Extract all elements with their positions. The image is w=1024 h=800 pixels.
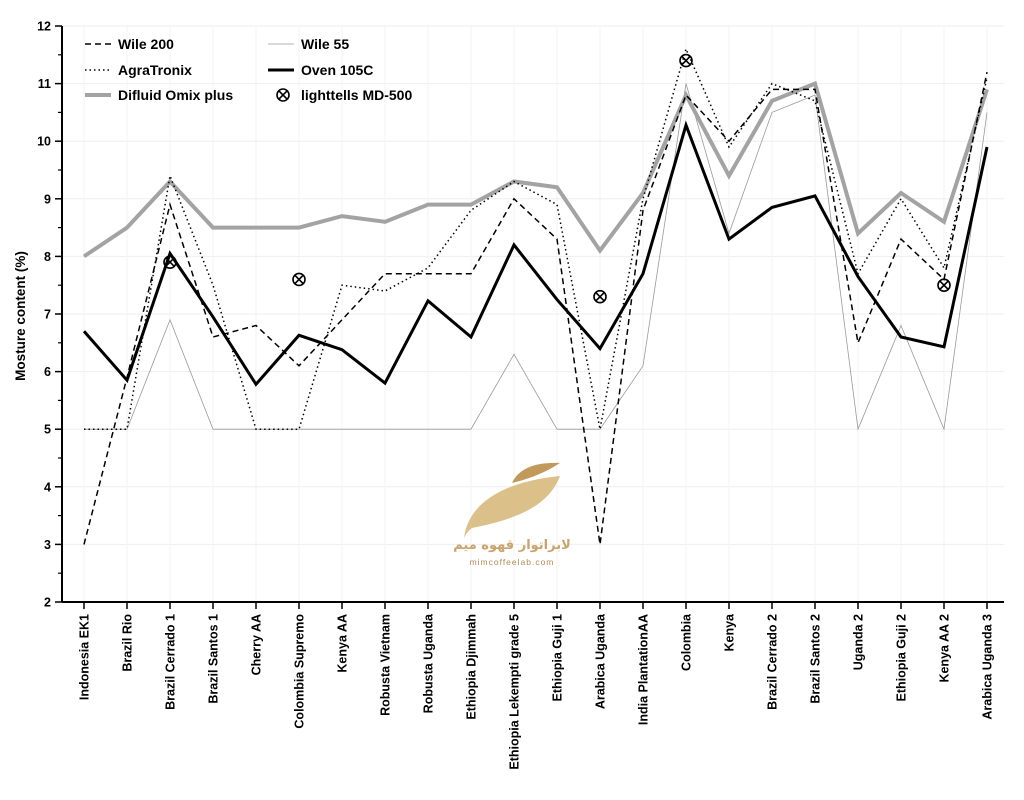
x-tick-label: Ethiopia Djimmah: [465, 614, 479, 720]
series-lighttells-md-500: [163, 53, 951, 304]
legend-label: Wile 55: [301, 36, 349, 52]
data-point: [937, 278, 951, 293]
x-axis-ticks: Indonesia EK1 Brazil Rio Brazil Cerrado 1 B…: [78, 602, 995, 770]
watermark-arabic-text: لابراتوار قهوه میم: [453, 538, 571, 553]
marker-cross: [681, 55, 691, 66]
y-tick-label: 12: [37, 20, 51, 34]
series-line-agratronix: [84, 46, 988, 430]
y-tick-label: 9: [44, 192, 51, 206]
marker-cross: [165, 257, 175, 267]
x-tick-label: Kenya AA: [336, 614, 350, 673]
x-tick-label: Ethiopia Guji 1: [551, 614, 565, 702]
legend: Wile 200 AgraTronix Difluid Omix plus Wile …: [85, 36, 412, 103]
x-tick-label: Uganda 2: [852, 614, 866, 670]
y-tick-label: 5: [44, 423, 51, 437]
watermark-leaf-light: [464, 476, 560, 538]
y-tick-label: 11: [38, 77, 51, 91]
watermark-leaf-dark: [512, 462, 560, 483]
watermark: لابراتوار قهوه میم mimcoffeelab.com: [453, 462, 571, 567]
marker-circle: [163, 255, 177, 269]
x-tick-label: Kenya AA 2: [938, 614, 952, 683]
x-tick-label: Robusta Uganda: [422, 613, 436, 713]
y-axis-title: Mosture content (%): [13, 251, 28, 381]
y-tick-label: 10: [37, 135, 51, 149]
x-tick-label: Cherry AA: [250, 614, 264, 675]
grid-lines: [62, 25, 1004, 603]
x-tick-label: Robusta Vietnam: [379, 614, 393, 716]
watermark-url: mimcoffeelab.com: [470, 557, 555, 567]
data-point: [679, 53, 693, 68]
y-axis-ticks: 2 3 4 5 6 7 8 9 10 11 12: [37, 20, 62, 610]
series-line-oven-105c: [82, 120, 989, 387]
legend-item-difluid-omix-plus: Difluid Omix plus: [85, 87, 233, 103]
marker-circle: [937, 278, 951, 293]
y-tick-label: 2: [44, 596, 51, 610]
x-tick-label: Arabica Uganda: [594, 613, 608, 709]
x-tick-label: India PlantationAA: [637, 614, 651, 725]
marker-cross: [278, 90, 288, 100]
marker-circle: [679, 53, 693, 68]
x-tick-label: Indonesia EK1: [78, 614, 92, 700]
x-tick-label: Arabica Uganda 3: [981, 614, 995, 720]
y-tick-label: 4: [44, 480, 51, 494]
series-line-wile-200: [83, 71, 988, 545]
marker-circle: [276, 88, 290, 102]
legend-item-wile-200: Wile 200: [85, 36, 174, 52]
x-tick-label: Brazil Rio: [121, 614, 135, 672]
legend-item-oven-105c: Oven 105C: [268, 62, 373, 78]
x-tick-label: Brazil Cerrado 1: [164, 614, 178, 710]
y-tick-label: 6: [44, 365, 51, 379]
x-tick-label: Colombia: [680, 613, 694, 671]
y-tick-label: 3: [44, 538, 51, 552]
marker-circle: [593, 289, 607, 304]
marker-cross: [595, 291, 605, 302]
series-lines: [82, 46, 989, 545]
y-tick-label: 8: [44, 250, 51, 264]
legend-swatch: [276, 88, 290, 102]
x-tick-label: Ethiopia Lekempti grade 5: [508, 614, 522, 770]
x-tick-label: Ethiopia Guji 2: [895, 614, 909, 702]
legend-label: AgraTronix: [118, 62, 192, 78]
legend-item-agratronix: AgraTronix: [85, 62, 192, 78]
series-line-difluid-omix-plus: [82, 80, 989, 259]
marker-cross: [294, 274, 304, 285]
x-tick-label: Kenya: [723, 613, 737, 652]
legend-item-lighttells-md-500: lighttells MD-500: [276, 87, 412, 103]
y-tick-label: 7: [44, 308, 51, 322]
legend-label: Oven 105C: [301, 62, 373, 78]
data-point: [163, 255, 177, 269]
legend-label: Difluid Omix plus: [118, 87, 233, 103]
series-line-wile-55: [84, 83, 988, 431]
marker-circle: [292, 272, 306, 287]
marker-cross: [939, 280, 949, 290]
legend-label: lighttells MD-500: [301, 87, 412, 103]
x-tick-label: Brazil Santos 1: [207, 614, 221, 704]
data-point: [593, 289, 607, 304]
x-tick-label: Brazil Santos 2: [809, 614, 823, 704]
x-tick-label: Colombia Supremo: [293, 614, 307, 729]
legend-label: Wile 200: [118, 36, 174, 52]
legend-item-wile-55: Wile 55: [268, 36, 349, 52]
data-point: [292, 272, 306, 287]
x-tick-label: Brazil Cerrado 2: [766, 614, 780, 710]
